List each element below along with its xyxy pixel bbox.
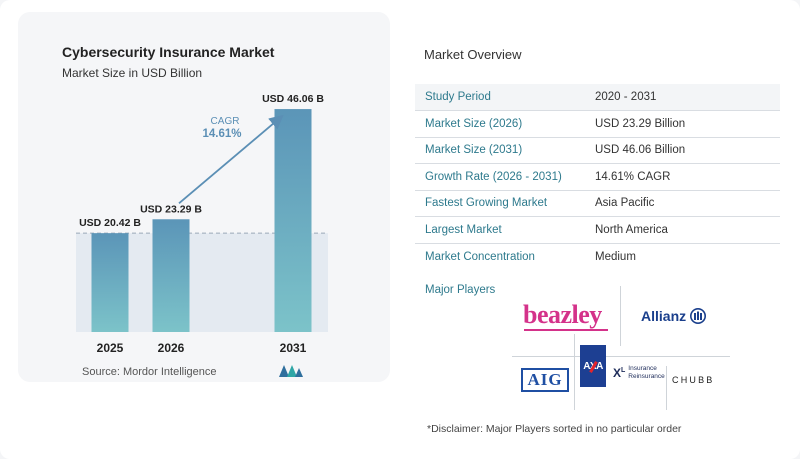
axa-logo: AXA [580, 345, 606, 387]
overview-row: Market Size (2026) USD 23.29 Billion [415, 110, 780, 137]
xl-mark: XL [613, 366, 626, 380]
data-label-2026: USD 23.29 B [140, 203, 202, 215]
disclaimer-note: *Disclaimer: Major Players sorted in no … [427, 423, 682, 435]
data-label-2025: USD 20.42 B [79, 217, 141, 229]
overview-label: Fastest Growing Market [415, 189, 585, 217]
chubb-logo: CHUBB [672, 375, 715, 385]
overview-row: Growth Rate (2026 - 2031) 14.61% CAGR [415, 163, 780, 190]
beazley-logo-underline [524, 329, 608, 331]
logo-divider [574, 334, 575, 410]
overview-label: Growth Rate (2026 - 2031) [415, 163, 585, 190]
bar-2025 [91, 233, 129, 332]
overview-value: USD 46.06 Billion [585, 136, 780, 164]
bar-2026 [152, 219, 190, 332]
x-tick-2026: 2026 [158, 341, 185, 355]
major-players-label: Major Players [425, 284, 496, 296]
cagr-arrow [178, 114, 284, 204]
overview-row: Market Size (2031) USD 46.06 Billion [415, 136, 780, 164]
xl-line-2: Reinsurance [628, 373, 665, 380]
logo-divider [666, 366, 667, 410]
overview-value: USD 23.29 Billion [585, 110, 780, 137]
chart-title: Cybersecurity Insurance Market [62, 44, 275, 60]
market-overview-table: Study Period 2020 - 2031 Market Size (20… [415, 84, 780, 270]
cagr-value: 14.61% [202, 128, 241, 140]
overview-row: Market Concentration Medium [415, 242, 780, 270]
allianz-eagle-icon [690, 308, 707, 324]
overview-value: Medium [585, 242, 780, 270]
overview-row: Study Period 2020 - 2031 [415, 84, 780, 111]
overview-title: Market Overview [424, 47, 522, 62]
overview-value: 2020 - 2031 [585, 84, 780, 111]
data-label-2031: USD 46.06 B [262, 93, 324, 105]
aig-logo: AIG [521, 368, 569, 392]
x-tick-2025: 2025 [97, 341, 124, 355]
allianz-logo: Allianz [641, 308, 707, 324]
allianz-wordmark: Allianz [641, 308, 687, 324]
source-note: Source: Mordor Intelligence [82, 366, 217, 378]
overview-label: Largest Market [415, 216, 585, 243]
beazley-logo: beazley [523, 300, 602, 329]
overview-label: Market Concentration [415, 242, 585, 270]
bar-2031 [274, 109, 312, 332]
logo-divider [512, 356, 730, 357]
chart-subtitle: Market Size in USD Billion [62, 66, 203, 80]
overview-row: Fastest Growing Market Asia Pacific [415, 189, 780, 217]
overview-value: 14.61% CAGR [585, 163, 780, 190]
overview-value: North America [585, 216, 780, 243]
xl-wordmark: Insurance Reinsurance [628, 365, 665, 381]
bar-chart: USD 20.42 B 2025 USD 23.29 B 2026 USD 46.06 … [76, 93, 328, 355]
overview-label: Study Period [415, 84, 585, 111]
cagr-label: CAGR [211, 116, 240, 127]
logo-divider [620, 286, 621, 346]
overview-label: Market Size (2031) [415, 136, 585, 164]
x-tick-2031: 2031 [280, 341, 307, 355]
aig-wordmark: AIG [527, 370, 563, 389]
overview-row: Largest Market North America [415, 216, 780, 243]
overview-label: Market Size (2026) [415, 110, 585, 137]
overview-value: Asia Pacific [585, 189, 780, 217]
mordor-intelligence-logo [279, 365, 303, 377]
xl-line-1: Insurance [628, 365, 657, 372]
xl-logo: XL Insurance Reinsurance [613, 365, 665, 381]
